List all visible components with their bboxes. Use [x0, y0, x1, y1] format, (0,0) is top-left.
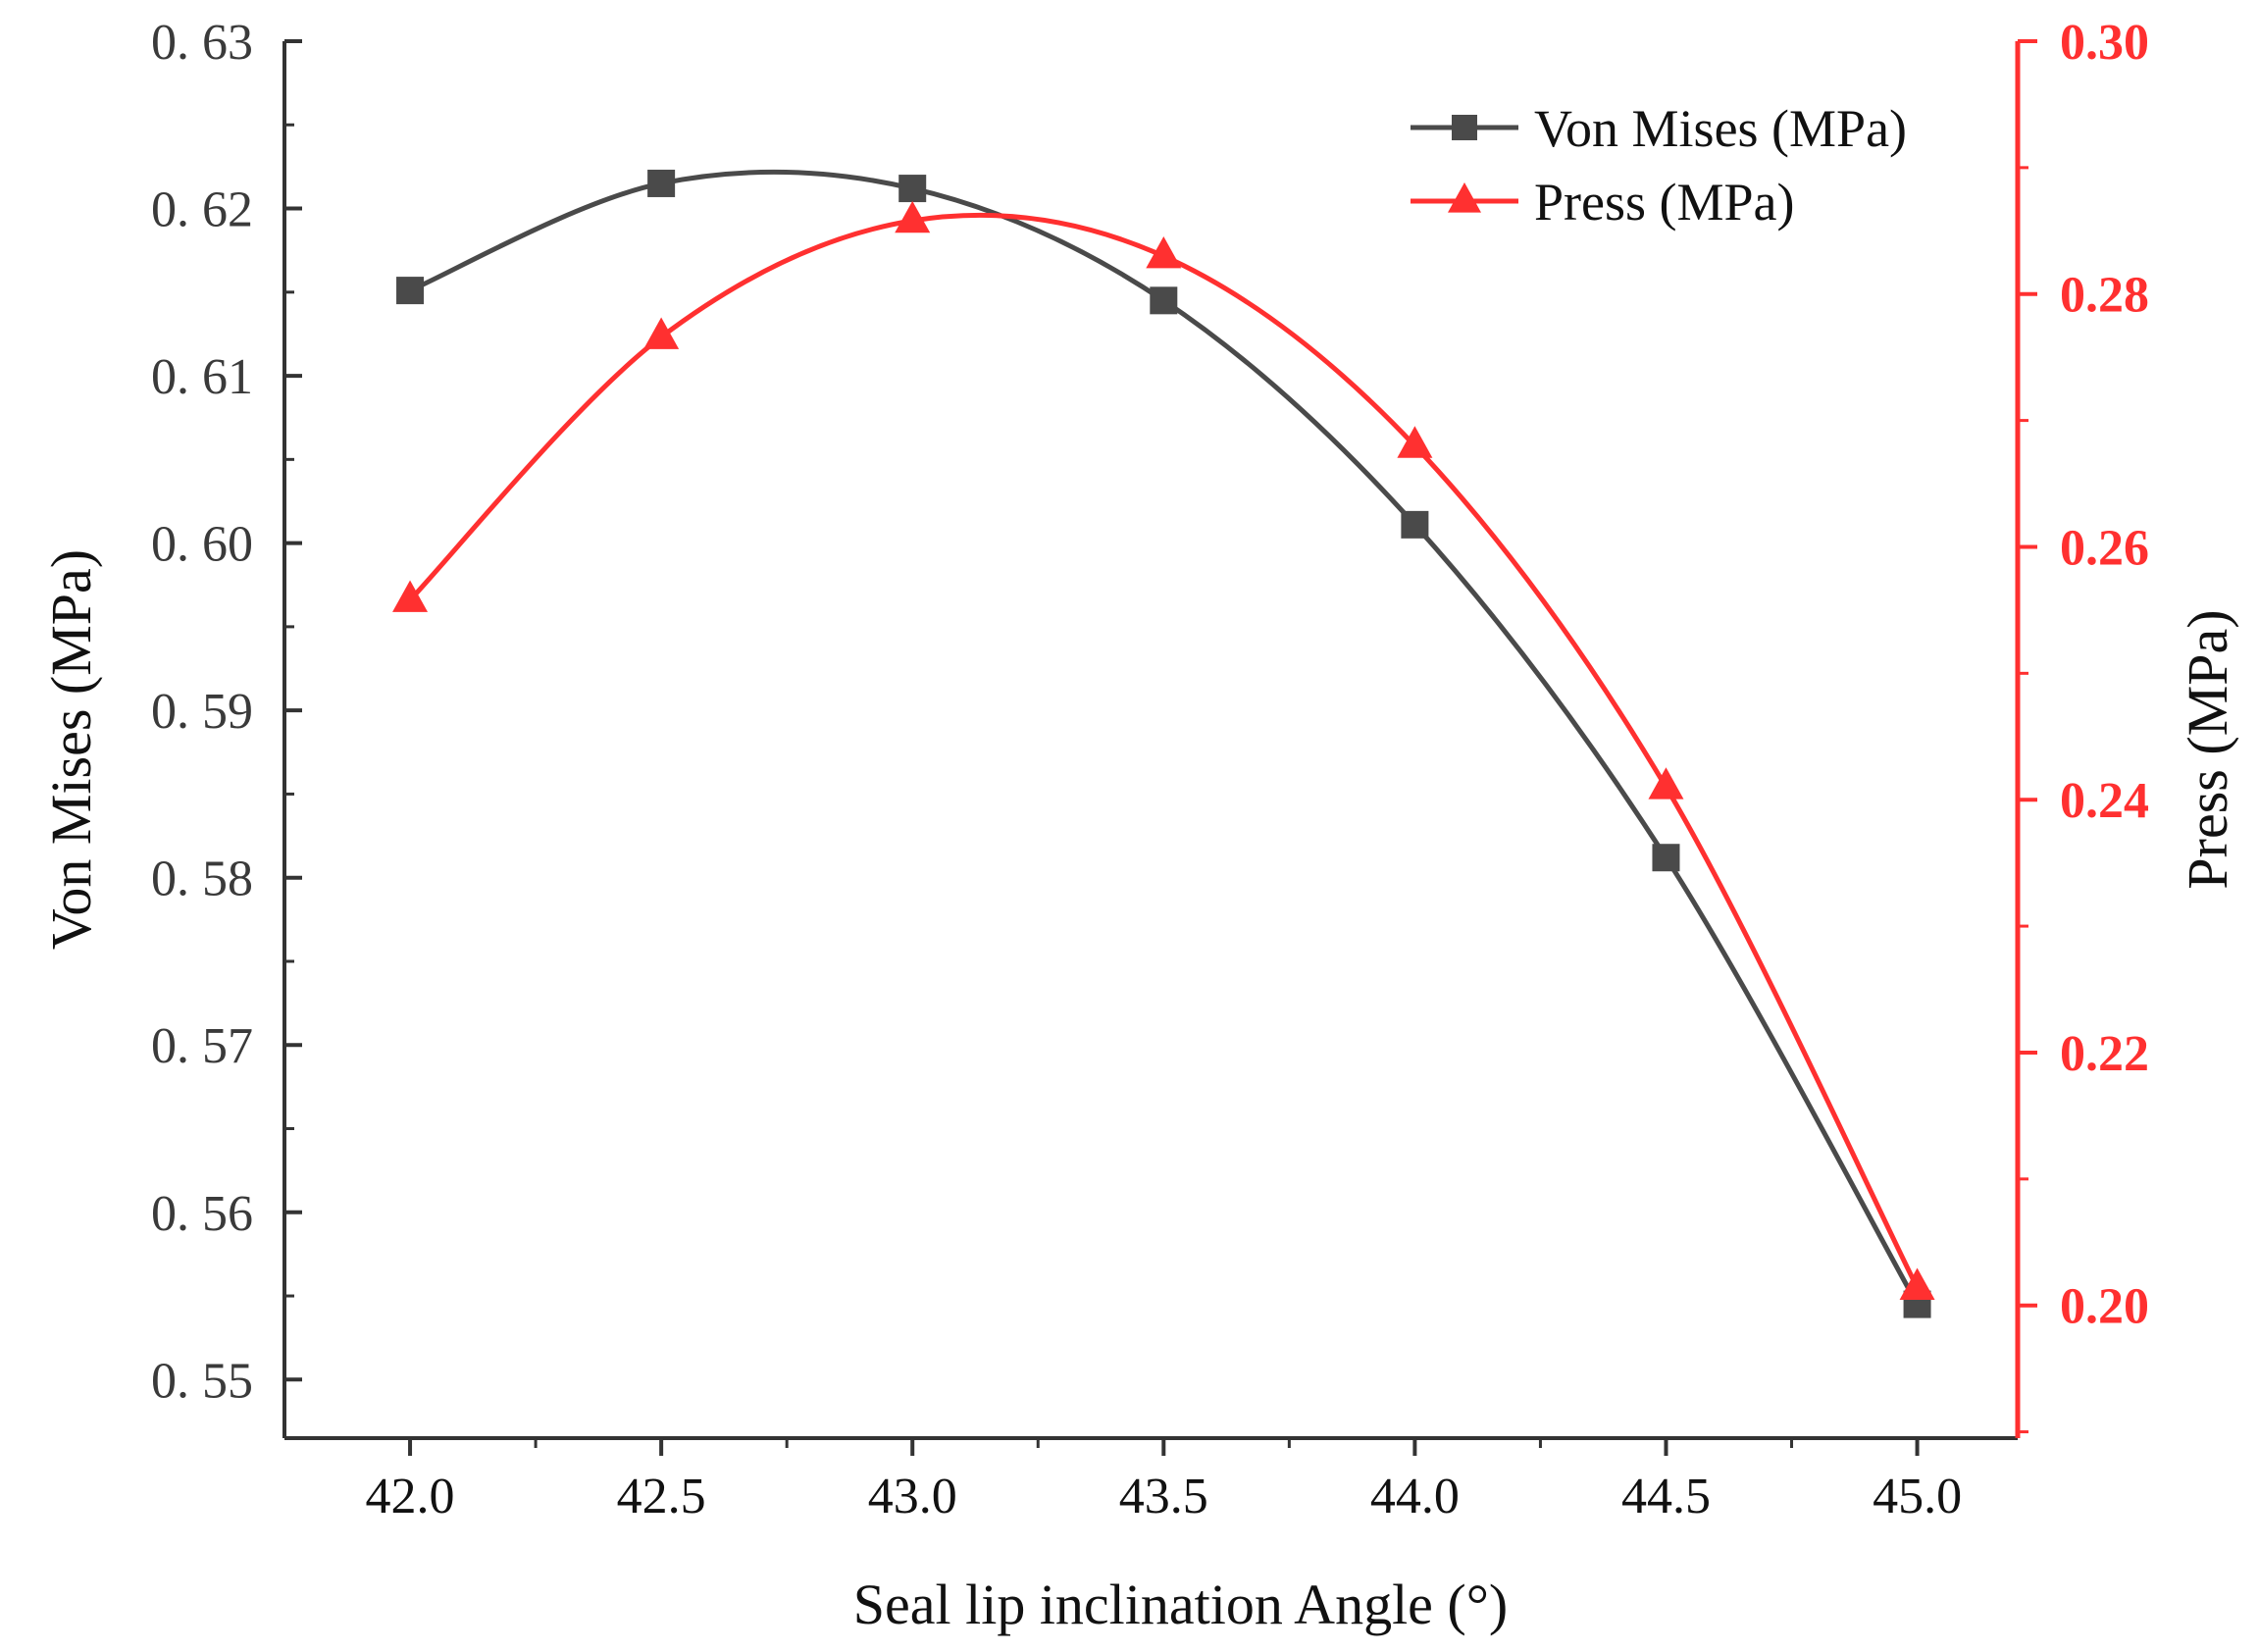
x-tick-label: 42.0 [366, 1469, 455, 1524]
y-left-tick-label: 0. 61 [151, 349, 253, 405]
markers-layer [392, 169, 1935, 1318]
press-point [643, 317, 680, 349]
press-series-line [408, 212, 1920, 1289]
y-left-tick-label: 0. 62 [151, 182, 253, 238]
labels-layer: 0. 55 0. 56 0. 57 0. 58 0. 59 0. 60 0. 61 0. 62… [39, 15, 2239, 1636]
y-left-tick-label: 0. 60 [151, 517, 253, 573]
y-left-axis-title: Von Mises (MPa) [39, 549, 103, 950]
x-tick-label: 43.5 [1119, 1469, 1208, 1524]
von-mises-point [1652, 844, 1680, 872]
press-point [1648, 767, 1684, 800]
x-tick-label: 43.0 [868, 1469, 957, 1524]
press-point [1397, 426, 1433, 458]
y-left-tick-label: 0. 57 [151, 1018, 253, 1074]
press-point [895, 200, 931, 233]
x-tick-label: 45.0 [1873, 1469, 1962, 1524]
x-tick-label: 42.5 [617, 1469, 706, 1524]
von-mises-point [396, 277, 425, 305]
von-mises-point [1150, 286, 1178, 315]
legend-press-marker [1448, 182, 1481, 213]
y-right-tick-label: 0.28 [2060, 268, 2149, 324]
x-tick-label: 44.0 [1370, 1469, 1460, 1524]
y-left-tick-label: 0. 59 [151, 684, 253, 740]
legend-von-mises-marker [1452, 115, 1477, 140]
y-right-tick-label: 0.26 [2060, 520, 2149, 576]
y-right-tick-label: 0.24 [2060, 773, 2149, 829]
y-left-tick-label: 0. 56 [151, 1186, 253, 1242]
von-mises-series-line [409, 169, 1920, 1306]
legend: Von Mises (MPa) Press (MPa) [1411, 99, 1907, 232]
von-mises-point [647, 169, 676, 197]
legend-von-mises-label: Von Mises (MPa) [1534, 99, 1907, 158]
y-left-tick-label: 0. 63 [151, 15, 253, 71]
y-right-tick-label: 0.22 [2060, 1026, 2149, 1082]
y-left-tick-label: 0. 58 [151, 852, 253, 907]
x-tick-label: 44.5 [1621, 1469, 1711, 1524]
y-right-axis-title: Press (MPa) [2176, 609, 2239, 889]
axes-layer [282, 39, 2037, 1456]
von-mises-point [898, 175, 927, 203]
von-mises-point [1401, 510, 1429, 539]
press-point [1146, 235, 1182, 269]
x-axis-title: Seal lip inclination Angle (°) [853, 1573, 1509, 1636]
y-left-tick-label: 0. 55 [151, 1353, 253, 1409]
press-point [392, 580, 429, 612]
press-point [1899, 1267, 1935, 1300]
legend-press-label: Press (MPa) [1534, 173, 1795, 232]
y-right-tick-label: 0.20 [2060, 1279, 2149, 1335]
curves-layer [408, 169, 1920, 1306]
y-right-tick-label: 0.30 [2060, 15, 2149, 71]
